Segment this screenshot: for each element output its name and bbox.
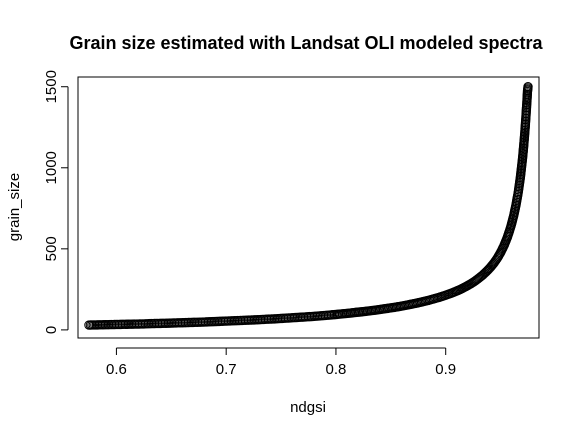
x-axis: 0.6 0.7 0.8 0.9	[106, 347, 456, 378]
y-tick-label: 500	[43, 236, 60, 261]
chart-title: Grain size estimated with Landsat OLI mo…	[69, 33, 543, 53]
x-tick-label: 0.9	[435, 361, 456, 378]
y-tick-label: 0	[43, 326, 60, 334]
x-tick-label: 0.8	[326, 361, 347, 378]
y-tick-label: 1000	[43, 151, 60, 184]
data-point	[523, 82, 533, 92]
y-axis-label: grain_size	[6, 173, 23, 241]
plot-frame	[77, 76, 540, 339]
x-tick-label: 0.6	[106, 361, 127, 378]
y-tick-label: 1500	[43, 70, 60, 103]
x-tick-label: 0.7	[216, 361, 237, 378]
y-axis: 0 500 1000 1500	[43, 70, 69, 334]
x-axis-label: ndgsi	[290, 399, 326, 416]
data-points	[84, 82, 533, 330]
